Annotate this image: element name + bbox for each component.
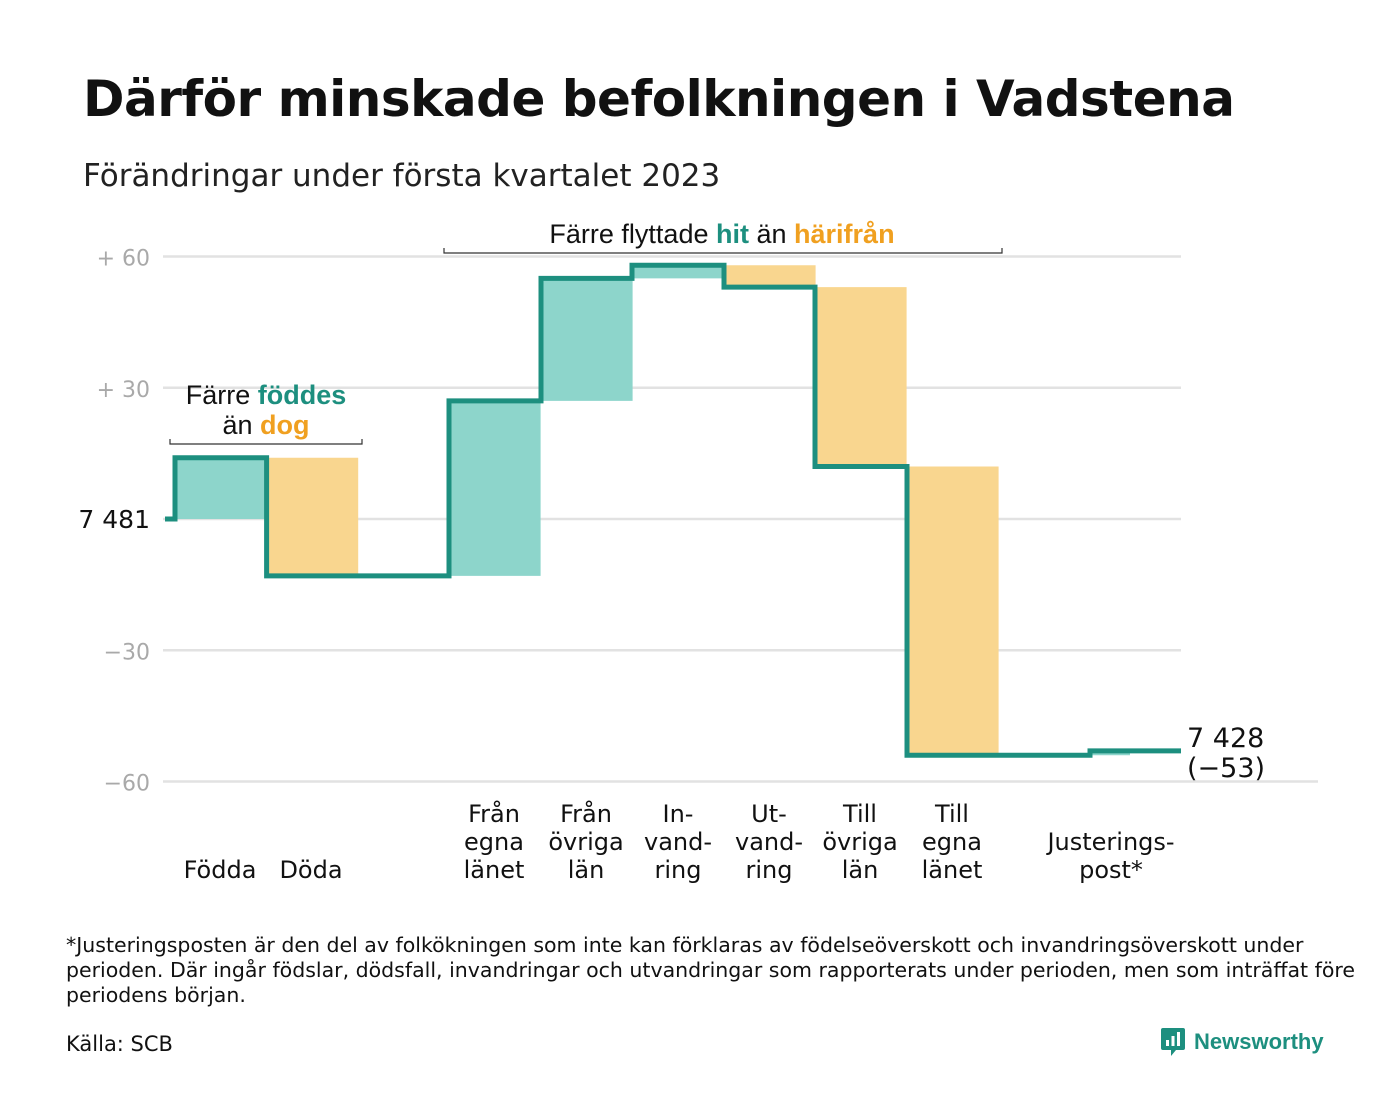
category-label: egna	[464, 828, 524, 856]
chart-bars-icon	[1161, 1028, 1185, 1056]
category-label: Till	[842, 800, 877, 828]
category-label: ring	[655, 856, 702, 884]
category-label: länet	[922, 856, 983, 884]
migration-annotation-bracket	[443, 248, 1003, 254]
category-label: ring	[746, 856, 793, 884]
category-label: län	[568, 856, 605, 884]
source-label: Källa: SCB	[66, 1032, 173, 1056]
category-label: övriga	[822, 828, 897, 856]
waterfall-bar	[175, 457, 267, 519]
end-value-label: 7 428	[1187, 723, 1264, 754]
category-label: Till	[934, 800, 969, 828]
series-line	[165, 262, 1181, 758]
category-label: egna	[922, 828, 982, 856]
category-label: Från	[560, 799, 612, 828]
newsworthy-logo: Newsworthy	[1160, 1027, 1324, 1057]
waterfall-bar	[632, 265, 724, 279]
y-tick-label: + 30	[97, 378, 150, 403]
category-label: län	[842, 856, 879, 884]
births-annotation-line2: än dog	[222, 410, 309, 440]
births-annotation-bracket	[169, 439, 363, 445]
waterfall-bar	[449, 400, 541, 576]
chart-subtitle: Förändringar under första kvartalet 2023	[83, 158, 721, 194]
waterfall-bar	[266, 457, 359, 576]
start-value-label: 7 481	[78, 505, 150, 534]
y-tick-label: −60	[104, 772, 150, 797]
category-label: Ut-	[751, 800, 787, 828]
category-label: Justerings-	[1045, 828, 1174, 856]
category-label: Från	[468, 799, 520, 828]
waterfall-bar	[815, 287, 907, 467]
y-tick-label: −30	[104, 640, 150, 665]
migration-annotation: Färre flyttade hit än härifrån	[549, 219, 894, 249]
category-label: Döda	[279, 856, 342, 884]
end-change-label: (−53)	[1187, 753, 1265, 784]
births-annotation-line1: Färre föddes	[186, 380, 347, 410]
category-label: vand-	[644, 828, 712, 856]
category-label: vand-	[735, 828, 803, 856]
footnote: *Justeringsposten är den del av folkökni…	[66, 933, 1355, 1007]
y-tick-label: + 60	[97, 247, 150, 272]
waterfall-bar	[907, 466, 999, 756]
category-label: post*	[1079, 856, 1143, 884]
category-label: Födda	[184, 856, 257, 884]
category-label: övriga	[548, 828, 623, 856]
category-label: In-	[663, 800, 694, 828]
waterfall-bar	[541, 278, 633, 401]
waterfall-bar	[724, 265, 816, 288]
category-label: länet	[464, 856, 525, 884]
chart-title: Därför minskade befolkningen i Vadstena	[83, 70, 1235, 128]
brand-name: Newsworthy	[1194, 1029, 1324, 1054]
